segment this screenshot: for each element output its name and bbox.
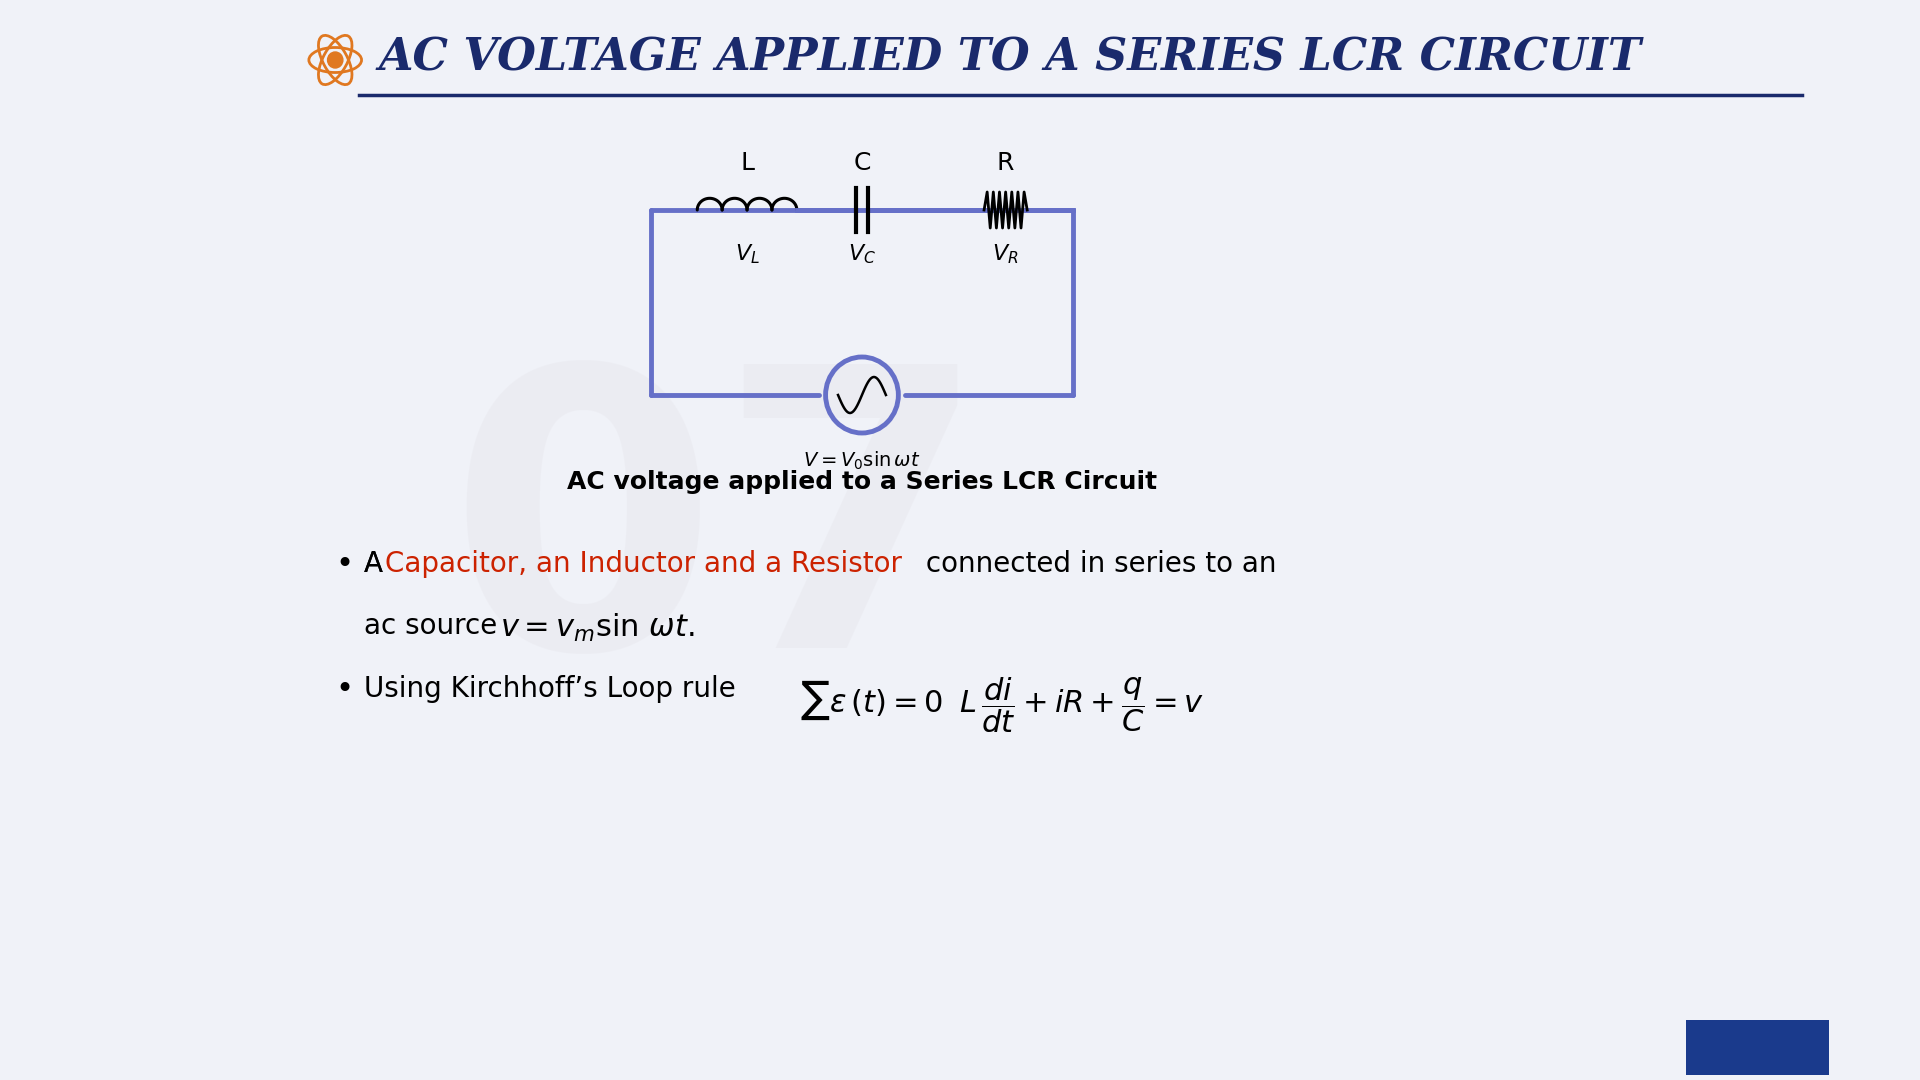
Text: 07: 07 <box>447 351 989 729</box>
Text: L: L <box>739 151 755 175</box>
Text: $V_L$: $V_L$ <box>735 242 760 266</box>
Text: C: C <box>852 151 870 175</box>
Text: Capacitor, an Inductor and a Resistor: Capacitor, an Inductor and a Resistor <box>386 550 902 578</box>
Text: ac source: ac source <box>365 612 524 640</box>
Text: $V = V_0 \sin\omega t$: $V = V_0 \sin\omega t$ <box>803 450 922 472</box>
Text: $V_C$: $V_C$ <box>849 242 876 266</box>
Text: •: • <box>336 675 353 704</box>
Text: $v = v_m \sin\,\omega t.$: $v = v_m \sin\,\omega t.$ <box>499 612 695 644</box>
Text: $\sum\varepsilon\,(t) = 0\;\;L\,\dfrac{di}{dt} + iR + \dfrac{q}{C} = v$: $\sum\varepsilon\,(t) = 0\;\;L\,\dfrac{d… <box>801 675 1204 734</box>
Text: A: A <box>365 550 392 578</box>
Text: AC voltage applied to a Series LCR Circuit: AC voltage applied to a Series LCR Circu… <box>566 470 1158 494</box>
Text: Using Kirchhoff’s Loop rule: Using Kirchhoff’s Loop rule <box>365 675 753 703</box>
Text: connected in series to an: connected in series to an <box>916 550 1277 578</box>
Text: •: • <box>336 550 353 579</box>
Text: $V_R$: $V_R$ <box>993 242 1020 266</box>
FancyBboxPatch shape <box>1686 1020 1830 1075</box>
Text: A: A <box>365 550 392 578</box>
Text: AC VOLTAGE APPLIED TO A SERIES LCR CIRCUIT: AC VOLTAGE APPLIED TO A SERIES LCR CIRCU… <box>378 37 1642 80</box>
Circle shape <box>328 52 344 68</box>
Text: R: R <box>996 151 1014 175</box>
